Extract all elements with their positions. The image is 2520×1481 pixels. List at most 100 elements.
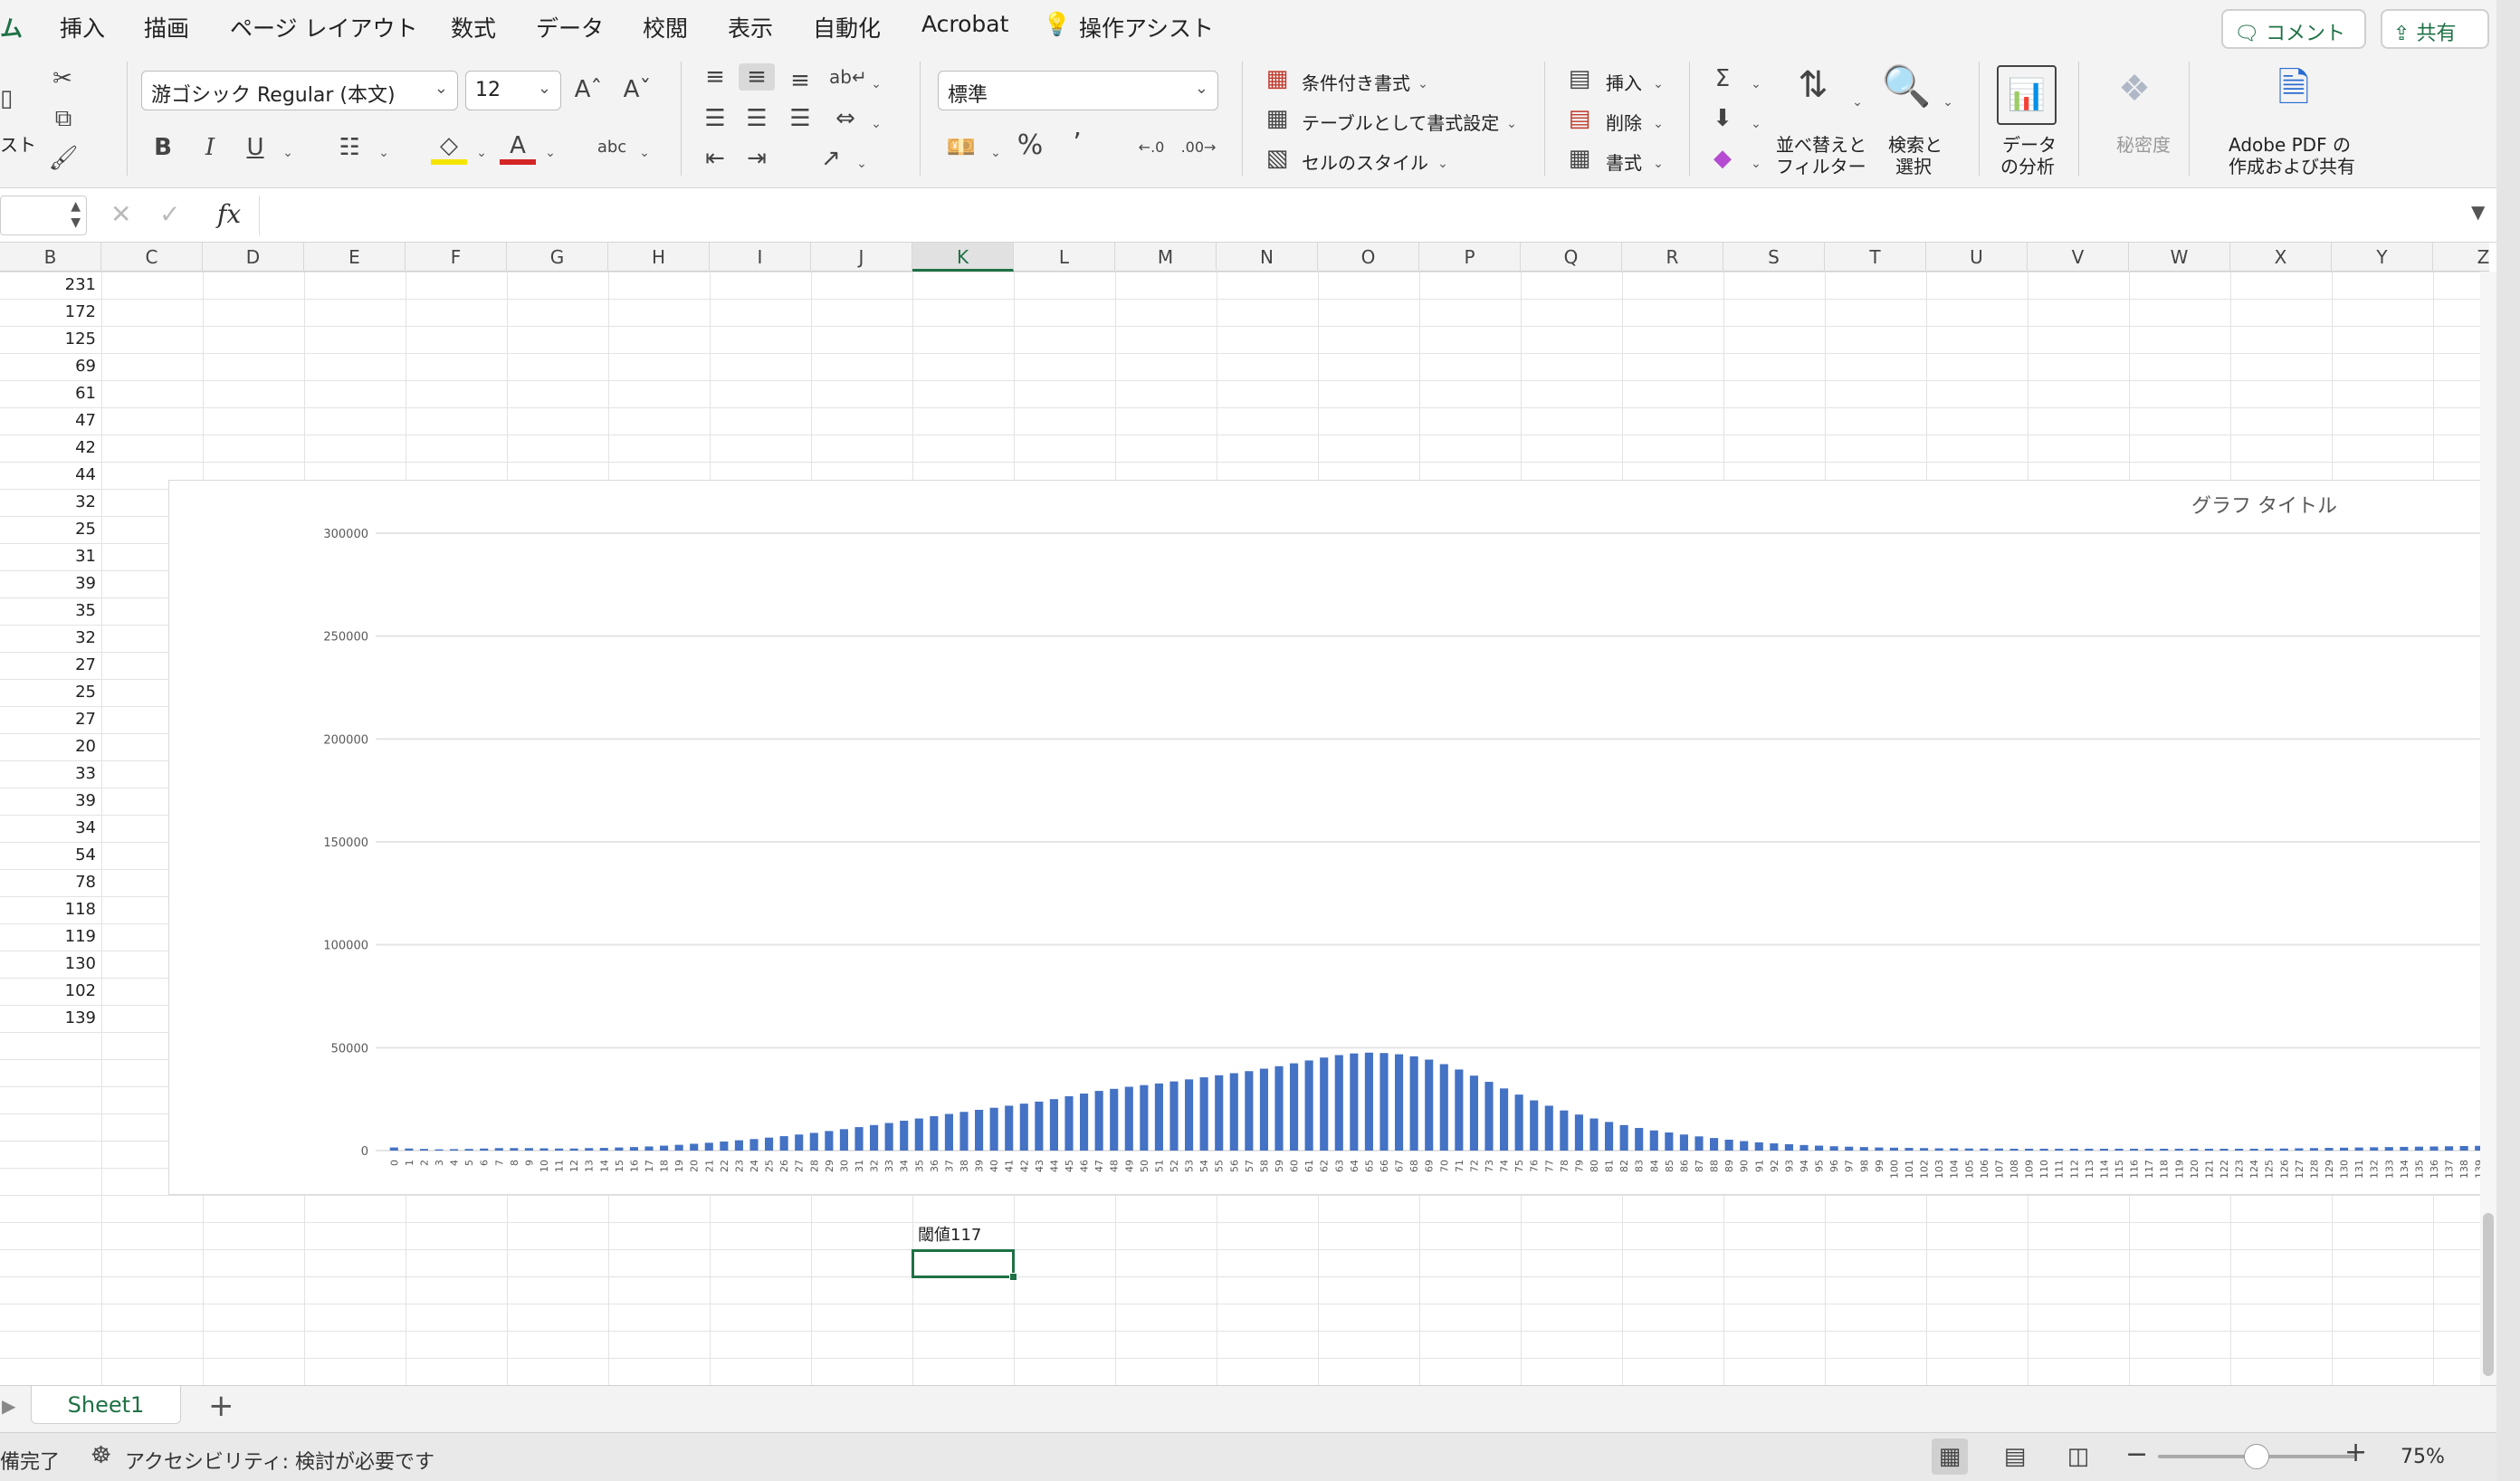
chevron-down-icon[interactable]: ⌄ <box>871 77 882 91</box>
search-icon[interactable]: 🔍 <box>1881 63 1932 110</box>
column-header-y[interactable]: Y <box>2332 243 2433 272</box>
cell-b-value[interactable]: 125 <box>64 330 96 349</box>
bar[interactable] <box>405 1148 414 1151</box>
bar[interactable] <box>2295 1148 2304 1151</box>
merge-cells-icon[interactable]: ⇔ <box>835 105 855 132</box>
find-select-label-1[interactable]: 検索と <box>1888 134 1942 156</box>
bar[interactable] <box>870 1124 879 1151</box>
border-icon[interactable]: ☷ <box>339 134 360 161</box>
chevron-down-icon[interactable]: ⌄ <box>1653 117 1664 131</box>
chevron-down-icon[interactable]: ⌄ <box>1506 117 1517 131</box>
bar[interactable] <box>1500 1088 1509 1151</box>
tab-data[interactable]: データ <box>536 15 605 42</box>
delete-cells-icon[interactable]: ▤ <box>1568 105 1591 132</box>
cell-b-value[interactable]: 39 <box>75 791 96 810</box>
bar[interactable] <box>464 1149 473 1151</box>
format-painter-icon[interactable]: 🖌 <box>48 145 79 172</box>
comma-style-icon[interactable]: ’ <box>1073 128 1082 159</box>
bar[interactable] <box>674 1144 683 1151</box>
column-header-o[interactable]: O <box>1318 243 1419 272</box>
bar[interactable] <box>1649 1130 1658 1151</box>
sort-filter-icon[interactable]: ⇅ <box>1798 64 1828 106</box>
column-header-l[interactable]: L <box>1014 243 1115 272</box>
bar[interactable] <box>2279 1148 2288 1151</box>
bar[interactable] <box>2384 1147 2393 1151</box>
bar[interactable] <box>2459 1145 2468 1151</box>
bar[interactable] <box>2069 1148 2078 1151</box>
chevron-down-icon[interactable]: ⌄ <box>990 146 1001 160</box>
align-center-icon[interactable]: ☰ <box>746 105 768 132</box>
bar[interactable] <box>2400 1146 2409 1151</box>
bold-button[interactable]: B <box>154 134 172 161</box>
phonetic-icon[interactable]: abc <box>597 138 627 157</box>
column-header-e[interactable]: E <box>304 243 406 272</box>
bar[interactable] <box>839 1129 848 1151</box>
bar[interactable] <box>1379 1053 1389 1151</box>
chevron-down-icon[interactable]: ⌄ <box>871 117 882 131</box>
column-header-c[interactable]: C <box>101 243 203 272</box>
chevron-down-icon[interactable]: ⌄ <box>1751 117 1761 131</box>
bar[interactable] <box>749 1139 759 1151</box>
decrease-indent-icon[interactable]: ⇤ <box>705 145 725 172</box>
bar[interactable] <box>1334 1055 1343 1151</box>
tab-insert[interactable]: 挿入 <box>60 15 106 42</box>
column-header-v[interactable]: V <box>2028 243 2129 272</box>
threshold-cell[interactable]: 閾値117 <box>918 1226 982 1245</box>
bar[interactable] <box>1395 1054 1404 1151</box>
bar[interactable] <box>1005 1105 1014 1151</box>
bar[interactable] <box>1710 1138 1719 1151</box>
column-header-f[interactable]: F <box>406 243 507 272</box>
bar[interactable] <box>2174 1148 2183 1151</box>
autosum-icon[interactable]: Σ <box>1714 65 1731 92</box>
bar[interactable] <box>510 1148 519 1151</box>
bar[interactable] <box>1784 1143 1793 1151</box>
tab-review[interactable]: 校閲 <box>643 15 689 42</box>
adobe-pdf-label-2[interactable]: 作成および共有 <box>2229 156 2355 177</box>
bar[interactable] <box>1679 1134 1688 1151</box>
clear-icon[interactable]: ◆ <box>1713 145 1732 172</box>
analyze-data-icon[interactable]: 📊 <box>1997 65 2057 125</box>
bar[interactable] <box>704 1142 713 1151</box>
tab-draw[interactable]: 描画 <box>144 15 190 42</box>
bar[interactable] <box>1514 1094 1523 1151</box>
font-color-icon[interactable]: A <box>500 132 536 165</box>
tab-formulas[interactable]: 数式 <box>451 15 497 42</box>
bar[interactable] <box>779 1136 788 1151</box>
bar[interactable] <box>555 1148 564 1151</box>
sensitivity-label[interactable]: 秘密度 <box>2116 134 2171 156</box>
bar[interactable] <box>1140 1084 1149 1151</box>
bar[interactable] <box>930 1116 939 1151</box>
bar[interactable] <box>419 1149 428 1151</box>
bar[interactable] <box>1245 1071 1254 1151</box>
bar[interactable] <box>585 1148 594 1151</box>
bar[interactable] <box>900 1121 909 1151</box>
chevron-down-icon[interactable]: ⌄ <box>1751 157 1761 171</box>
cell-b-value[interactable]: 35 <box>75 601 96 620</box>
cell-b-value[interactable]: 44 <box>75 465 96 484</box>
cancel-icon[interactable]: ✕ <box>110 199 132 229</box>
chevron-down-icon[interactable]: ⌄ <box>1653 157 1664 171</box>
cell-b-value[interactable]: 27 <box>75 655 96 674</box>
column-header-s[interactable]: S <box>1723 243 1825 272</box>
bar[interactable] <box>2130 1148 2139 1151</box>
bar[interactable] <box>1950 1148 1959 1151</box>
bar[interactable] <box>1635 1127 1644 1151</box>
bar[interactable] <box>434 1149 444 1151</box>
insert-cells-button[interactable]: 挿入 <box>1606 72 1642 94</box>
bar[interactable] <box>989 1107 998 1151</box>
column-header-t[interactable]: T <box>1825 243 1926 272</box>
bar[interactable] <box>1934 1148 1943 1151</box>
bar[interactable] <box>1425 1059 1434 1151</box>
cell-b-value[interactable]: 118 <box>64 900 96 919</box>
selected-cell[interactable] <box>912 1249 1017 1281</box>
bar[interactable] <box>1859 1147 1868 1151</box>
adobe-pdf-icon[interactable]: 🗎 <box>2277 65 2310 111</box>
format-cells-button[interactable]: 書式 <box>1606 152 1642 174</box>
bar[interactable] <box>1530 1100 1539 1151</box>
bar[interactable] <box>450 1149 459 1151</box>
bar[interactable] <box>539 1148 549 1151</box>
bar[interactable] <box>1064 1095 1074 1151</box>
cell-b-value[interactable]: 172 <box>64 302 96 321</box>
cell-b-value[interactable]: 69 <box>75 357 96 376</box>
bar[interactable] <box>809 1132 818 1151</box>
